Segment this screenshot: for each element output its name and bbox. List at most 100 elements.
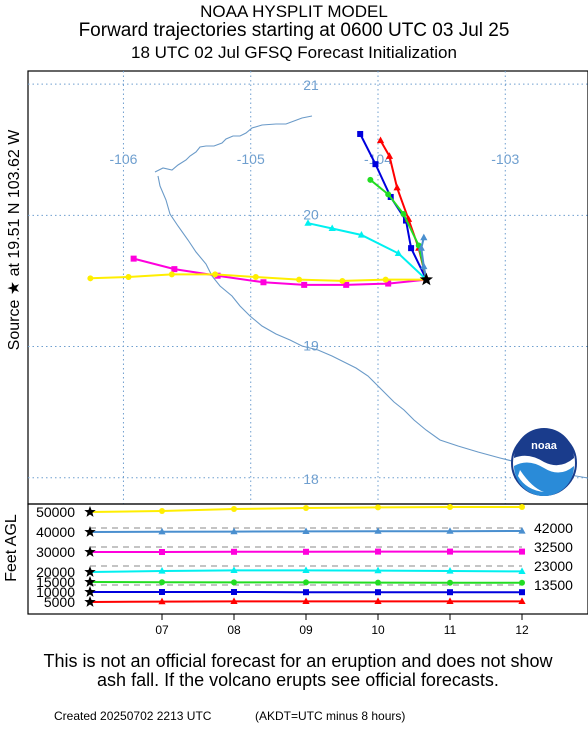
height-track-point-blue	[519, 589, 525, 596]
height-track-point-blue	[303, 589, 309, 596]
height-track-point-steel	[302, 527, 310, 534]
height-track-cyan	[84, 566, 526, 577]
height-reference-label: 23000	[534, 558, 573, 574]
height-track-point-red	[374, 597, 382, 604]
height-track-point-blue	[375, 589, 381, 596]
height-track-point-blue	[231, 589, 237, 595]
map-track-point-cyan	[357, 231, 366, 238]
height-track-point-yellow	[231, 506, 237, 512]
height-start-star-icon	[84, 576, 96, 587]
map-track-line-green	[369, 179, 428, 280]
map-track-line-magenta	[133, 257, 427, 286]
height-track-point-steel	[518, 527, 526, 534]
height-track-point-cyan	[302, 566, 310, 573]
height-tick-label: 30000	[36, 544, 75, 560]
latitude-tick-label: 21	[303, 77, 319, 93]
height-tick-label: 5000	[44, 594, 75, 610]
map-track-point-blue	[357, 130, 364, 137]
height-track-magenta	[84, 546, 525, 557]
height-track-point-yellow	[447, 504, 453, 510]
header-model-title: NOAA HYSPLIT MODEL	[200, 2, 388, 21]
height-start-star-icon	[84, 506, 96, 517]
map-track-point-yellow	[339, 277, 346, 284]
map-track-point-green	[367, 176, 374, 183]
height-track-point-yellow	[159, 508, 165, 514]
height-track-point-magenta	[447, 548, 453, 555]
map-track-point-green	[385, 191, 392, 198]
map-track-point-red	[376, 136, 385, 144]
height-start-star-icon	[84, 546, 96, 557]
height-track-point-green	[519, 579, 525, 586]
map-track-point-steel	[420, 233, 428, 241]
time-tick-label: 09	[299, 623, 313, 637]
height-track-point-red	[518, 597, 526, 604]
height-trajectories	[84, 504, 526, 607]
height-track-point-yellow	[375, 504, 381, 511]
map-track-point-cyan	[394, 249, 402, 256]
height-tick-label: 50000	[36, 504, 75, 520]
height-track-point-magenta	[375, 548, 381, 555]
height-track-steel	[84, 526, 526, 537]
map-track-point-steel	[417, 244, 425, 251]
height-tick-label: 15000	[36, 574, 75, 590]
map-track-point-steel	[420, 262, 428, 270]
map-track-point-yellow	[168, 271, 175, 278]
header-initialization: 18 UTC 02 Jul GFSQ Forecast Initializati…	[131, 43, 457, 62]
map-track-point-magenta	[343, 281, 350, 288]
map-track-point-yellow	[125, 274, 132, 281]
height-frame	[27, 503, 588, 615]
height-track-green	[84, 576, 525, 587]
map-track-point-cyan	[328, 224, 336, 232]
map-trajectories	[87, 130, 433, 288]
height-track-point-magenta	[231, 548, 237, 555]
map-track-point-blue	[408, 245, 415, 252]
latitude-tick-label: 19	[303, 338, 319, 354]
height-track-point-steel	[446, 527, 454, 534]
height-track-blue	[84, 586, 525, 597]
height-start-star-icon	[84, 596, 96, 607]
height-track-point-steel	[374, 527, 382, 534]
time-tick-label: 12	[515, 623, 529, 637]
height-track-point-green	[159, 579, 165, 586]
height-track-point-magenta	[159, 549, 165, 555]
height-tick-label: 10000	[36, 584, 75, 600]
map-track-point-yellow	[252, 274, 259, 281]
height-reference-label: 13500	[534, 577, 573, 593]
map-track-point-blue	[372, 161, 379, 168]
height-track-point-green	[375, 579, 381, 586]
map-track-point-yellow	[296, 276, 303, 283]
height-track-point-magenta	[303, 548, 309, 555]
height-track-point-red	[446, 597, 454, 604]
map-frame	[27, 70, 588, 505]
height-track-point-yellow	[519, 504, 525, 510]
disclaimer-text: This is not an official forecast for an …	[43, 651, 553, 690]
map-track-green	[367, 176, 428, 280]
header-trajectory-title: Forward trajectories starting at 0600 UT…	[78, 20, 510, 41]
height-reference-label: 32500	[534, 539, 573, 555]
map-track-line-steel	[420, 237, 428, 280]
coastline	[154, 115, 588, 479]
height-track-point-cyan	[446, 567, 454, 574]
height-track-point-yellow	[303, 505, 309, 511]
height-track-point-green	[303, 579, 309, 586]
timezone-note: (AKDT=UTC minus 8 hours)	[255, 709, 406, 723]
map-track-point-magenta	[260, 279, 267, 286]
map-track-point-yellow	[382, 276, 389, 283]
time-tick-label: 10	[371, 623, 385, 637]
map-track-cyan	[304, 219, 428, 281]
time-tick-label: 07	[155, 623, 169, 637]
height-tick-label: 20000	[36, 564, 75, 580]
height-track-point-green	[231, 579, 237, 586]
height-track-point-green	[447, 579, 453, 586]
height-track-point-cyan	[158, 567, 166, 574]
map-track-point-magenta	[130, 255, 137, 262]
height-track-red	[84, 596, 526, 607]
longitude-tick-label: -106	[109, 151, 137, 167]
height-track-point-blue	[159, 589, 165, 595]
height-track-point-cyan	[518, 567, 526, 574]
height-track-point-red	[230, 597, 238, 604]
map-track-point-cyan	[304, 219, 312, 226]
noaa-logo-text: noaa	[531, 440, 558, 452]
